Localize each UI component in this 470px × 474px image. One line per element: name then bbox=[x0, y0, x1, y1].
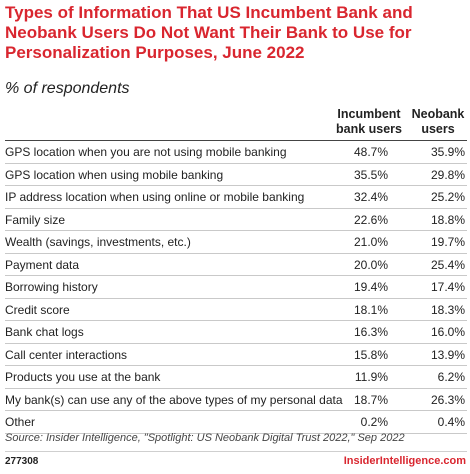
neobank-value: 26.3% bbox=[430, 392, 465, 407]
row-label: GPS location when you are not using mobi… bbox=[5, 145, 287, 159]
table-row: Call center interactions 15.8% 13.9% bbox=[5, 344, 467, 366]
incumbent-value: 20.0% bbox=[353, 257, 388, 272]
neobank-value: 6.2% bbox=[437, 370, 465, 384]
incumbent-value: 22.6% bbox=[353, 212, 388, 227]
header-divider bbox=[5, 140, 467, 141]
incumbent-value: 15.8% bbox=[353, 347, 388, 362]
row-label: Wealth (savings, investments, etc.) bbox=[5, 235, 191, 249]
incumbent-value: 32.4% bbox=[353, 190, 388, 204]
table-body: GPS location when you are not using mobi… bbox=[5, 141, 467, 434]
row-label: Family size bbox=[5, 212, 66, 227]
incumbent-value: 0.2% bbox=[360, 415, 388, 429]
chart-id: 277308 bbox=[5, 456, 39, 467]
table-row: GPS location when using mobile banking 35… bbox=[5, 164, 467, 186]
column-header-neobank: Neobank users bbox=[411, 107, 465, 136]
incumbent-value: 19.4% bbox=[353, 280, 388, 294]
neobank-value: 13.9% bbox=[430, 347, 465, 362]
table-row: Other 0.2% 0.4% bbox=[5, 411, 467, 434]
column-header-incumbent: Incumbent bank users bbox=[335, 107, 402, 136]
neobank-value: 18.3% bbox=[430, 302, 465, 317]
incumbent-value: 18.1% bbox=[353, 302, 388, 317]
chart-subtitle: % of respondents bbox=[5, 80, 130, 97]
incumbent-value: 35.5% bbox=[353, 167, 388, 182]
neobank-value: 17.4% bbox=[430, 280, 465, 294]
row-label: IP address location when using online or… bbox=[5, 190, 305, 204]
brand-logo: InsiderIntelligence.com bbox=[343, 455, 466, 467]
row-label: Bank chat logs bbox=[5, 325, 84, 339]
source-note: Source: Insider Intelligence, "Spotlight… bbox=[5, 432, 405, 444]
row-label: Payment data bbox=[5, 257, 80, 272]
table-row: IP address location when using online or… bbox=[5, 186, 467, 209]
row-label: My bank(s) can use any of the above type… bbox=[5, 392, 343, 407]
table-row: Credit score 18.1% 18.3% bbox=[5, 299, 467, 321]
incumbent-value: 18.7% bbox=[353, 392, 388, 407]
incumbent-value: 21.0% bbox=[353, 235, 388, 249]
row-label: Borrowing history bbox=[5, 280, 98, 294]
incumbent-value: 11.9% bbox=[354, 370, 388, 384]
neobank-value: 18.8% bbox=[430, 212, 465, 227]
table-row: GPS location when you are not using mobi… bbox=[5, 141, 467, 164]
table-row: Payment data 20.0% 25.4% bbox=[5, 254, 467, 276]
table-row: Bank chat logs 16.3% 16.0% bbox=[5, 321, 467, 344]
table-row: My bank(s) can use any of the above type… bbox=[5, 389, 467, 411]
row-label: Call center interactions bbox=[5, 347, 128, 362]
neobank-value: 35.9% bbox=[430, 145, 465, 159]
neobank-value: 25.2% bbox=[430, 190, 465, 204]
row-label: Credit score bbox=[5, 302, 70, 317]
neobank-value: 29.8% bbox=[430, 167, 465, 182]
incumbent-value: 16.3% bbox=[353, 325, 388, 339]
footer-divider bbox=[5, 451, 467, 452]
neobank-value: 19.7% bbox=[430, 235, 465, 249]
neobank-value: 0.4% bbox=[437, 415, 465, 429]
row-label: GPS location when using mobile banking bbox=[5, 167, 224, 182]
table-row: Borrowing history 19.4% 17.4% bbox=[5, 276, 467, 299]
chart-title: Types of Information That US Incumbent B… bbox=[5, 3, 413, 62]
incumbent-value: 48.7% bbox=[353, 145, 388, 159]
table-row: Wealth (savings, investments, etc.) 21.0%… bbox=[5, 231, 467, 254]
table-row: Products you use at the bank 11.9% 6.2% bbox=[5, 366, 467, 389]
neobank-value: 16.0% bbox=[430, 325, 465, 339]
neobank-value: 25.4% bbox=[430, 257, 465, 272]
row-label: Products you use at the bank bbox=[5, 370, 161, 384]
row-label: Other bbox=[5, 415, 36, 429]
table-row: Family size 22.6% 18.8% bbox=[5, 209, 467, 231]
